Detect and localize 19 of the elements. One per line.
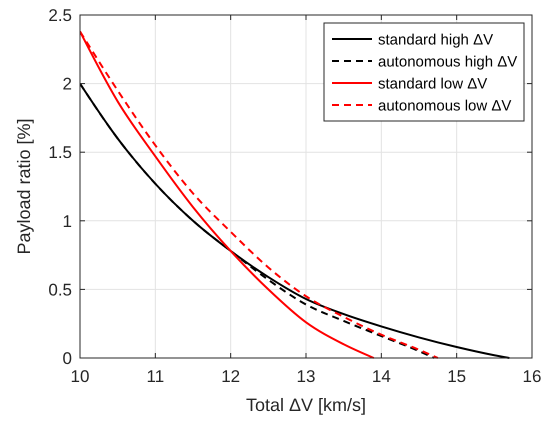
y-tick-label: 2 xyxy=(62,74,72,94)
legend-label: standard high ΔV xyxy=(378,31,494,48)
x-tick-label: 10 xyxy=(70,367,90,386)
y-tick-label: 2.5 xyxy=(48,6,72,25)
y-tick-label: 0 xyxy=(62,348,72,368)
legend-label: standard low ΔV xyxy=(378,75,488,92)
legend-label: autonomous low ΔV xyxy=(378,97,512,114)
y-tick-label: 1.5 xyxy=(48,143,72,162)
y-axis-title: Payload ratio [%] xyxy=(14,118,34,255)
x-axis-title: Total ΔV [km/s] xyxy=(246,395,366,415)
x-tick-label: 13 xyxy=(296,367,316,386)
x-tick-label: 14 xyxy=(372,367,391,386)
legend-label: autonomous high ΔV xyxy=(378,53,518,70)
x-tick-label: 12 xyxy=(221,367,240,386)
x-tick-label: 15 xyxy=(447,367,466,386)
y-tick-label: 1 xyxy=(62,212,72,231)
x-tick-label: 16 xyxy=(522,367,542,386)
y-tick-label: 0.5 xyxy=(48,280,72,300)
x-tick-label: 11 xyxy=(146,367,164,386)
